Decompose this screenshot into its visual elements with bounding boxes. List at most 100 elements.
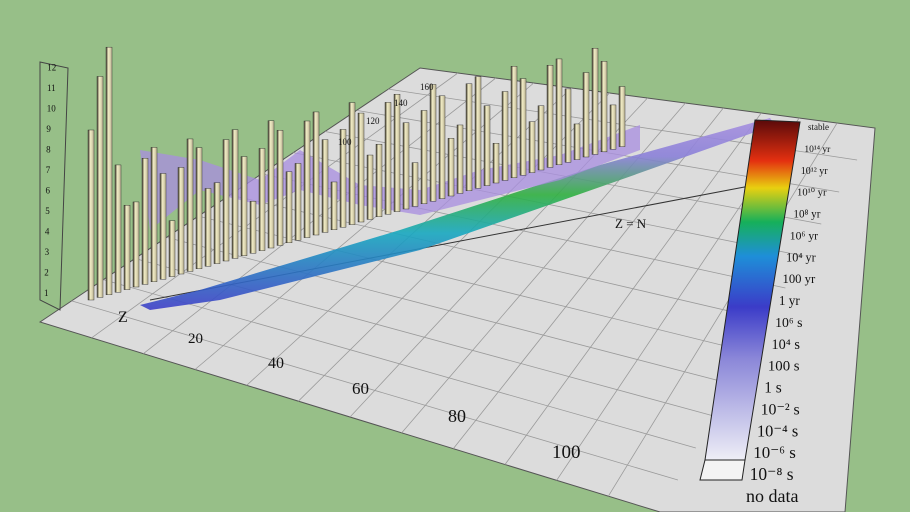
nuclide-ribbon <box>140 118 775 310</box>
bar <box>267 120 275 249</box>
bar <box>285 171 293 244</box>
bar <box>384 102 392 215</box>
legend-label: 10⁻⁸ s <box>750 464 794 484</box>
n-tick-label: 140 <box>394 98 408 108</box>
bar <box>357 112 365 223</box>
height-tick-label: 2 <box>44 268 49 278</box>
height-tick-label: 12 <box>47 63 56 73</box>
bar <box>240 156 248 256</box>
bar <box>213 182 221 264</box>
n-tick-label: 120 <box>366 116 380 126</box>
bar <box>294 163 302 241</box>
bar <box>411 162 419 207</box>
legend-label: 10⁻⁶ s <box>753 443 796 462</box>
bar <box>159 173 167 280</box>
legend-no-data <box>699 459 746 481</box>
legend-label: 100 s <box>768 359 800 375</box>
legend-label: 10⁶ s <box>775 315 802 330</box>
bar <box>330 181 338 231</box>
bar <box>528 121 536 173</box>
bar <box>573 123 581 160</box>
legend-label: 10⁴ yr <box>786 250 816 264</box>
height-tick-label: 1 <box>44 288 49 298</box>
bar <box>303 120 311 238</box>
bar <box>402 122 410 210</box>
legend-label: 10¹⁰ yr <box>797 187 827 199</box>
bar <box>474 76 482 189</box>
bar <box>321 139 329 233</box>
bar <box>195 147 203 269</box>
bar <box>501 91 509 181</box>
bar <box>348 102 356 225</box>
legend-label: 10⁻⁴ s <box>757 421 798 440</box>
height-tick-label: 7 <box>46 165 51 175</box>
legend-label: stable <box>808 122 829 132</box>
legend-label: 10⁸ yr <box>793 209 820 221</box>
bar <box>393 94 401 212</box>
legend-label: 10⁻² s <box>761 401 800 418</box>
bar <box>105 46 113 295</box>
height-axis <box>39 61 69 311</box>
bar <box>447 138 455 197</box>
bar <box>114 164 122 293</box>
bar <box>483 105 491 186</box>
height-tick-label: 4 <box>45 227 50 237</box>
bar <box>312 111 320 236</box>
bar <box>177 167 185 275</box>
bar <box>249 201 257 254</box>
bar <box>537 105 545 171</box>
height-tick-label: 10 <box>47 104 57 114</box>
bars <box>87 46 626 301</box>
bar <box>231 129 239 259</box>
bar <box>609 104 617 150</box>
bar <box>582 72 590 158</box>
legend-label: 100 yr <box>782 272 816 286</box>
height-tick-label: 3 <box>45 247 50 257</box>
legend-label: 10⁶ yr <box>790 229 818 242</box>
z-label: Z <box>118 309 128 326</box>
bar <box>600 61 608 153</box>
legend-label: no data <box>746 486 798 506</box>
bar <box>618 86 626 147</box>
height-tick-label: 6 <box>46 186 51 196</box>
bar <box>438 95 446 199</box>
z-tick-label: 100 <box>552 442 581 463</box>
bar <box>420 110 428 205</box>
z-tick-label: 40 <box>268 355 284 372</box>
legend-label: 10¹² yr <box>801 166 829 177</box>
bar <box>456 124 464 194</box>
bar <box>96 76 104 298</box>
height-tick-label: 8 <box>46 145 51 155</box>
bar <box>510 66 518 178</box>
legend-label: 10¹⁴ yr <box>804 145 831 155</box>
n-tick-label: 160 <box>420 82 434 92</box>
bar <box>276 130 284 246</box>
bar <box>132 201 140 288</box>
legend-label: 10⁴ s <box>772 337 801 353</box>
bar <box>366 154 374 220</box>
bar <box>222 139 230 262</box>
bar <box>546 65 554 168</box>
bar <box>186 138 194 272</box>
height-tick-label: 5 <box>45 206 50 216</box>
z-tick-label: 80 <box>448 406 466 426</box>
bar <box>123 205 131 290</box>
z-tick-label: 20 <box>188 331 203 347</box>
bar <box>339 129 347 228</box>
bar <box>519 78 527 176</box>
diagonal-label: Z = N <box>615 216 647 231</box>
height-tick-label: 11 <box>47 83 56 93</box>
grid-line <box>607 122 838 497</box>
bar <box>150 147 158 283</box>
bar <box>465 83 473 192</box>
bar <box>141 158 149 285</box>
z-tick-label: 60 <box>352 379 369 398</box>
bar <box>168 220 176 277</box>
bar <box>591 47 599 155</box>
bar <box>87 129 95 301</box>
height-tick-label: 9 <box>46 124 51 134</box>
legend-label: 1 s <box>764 380 782 397</box>
bar <box>375 143 383 217</box>
bar <box>204 188 212 267</box>
